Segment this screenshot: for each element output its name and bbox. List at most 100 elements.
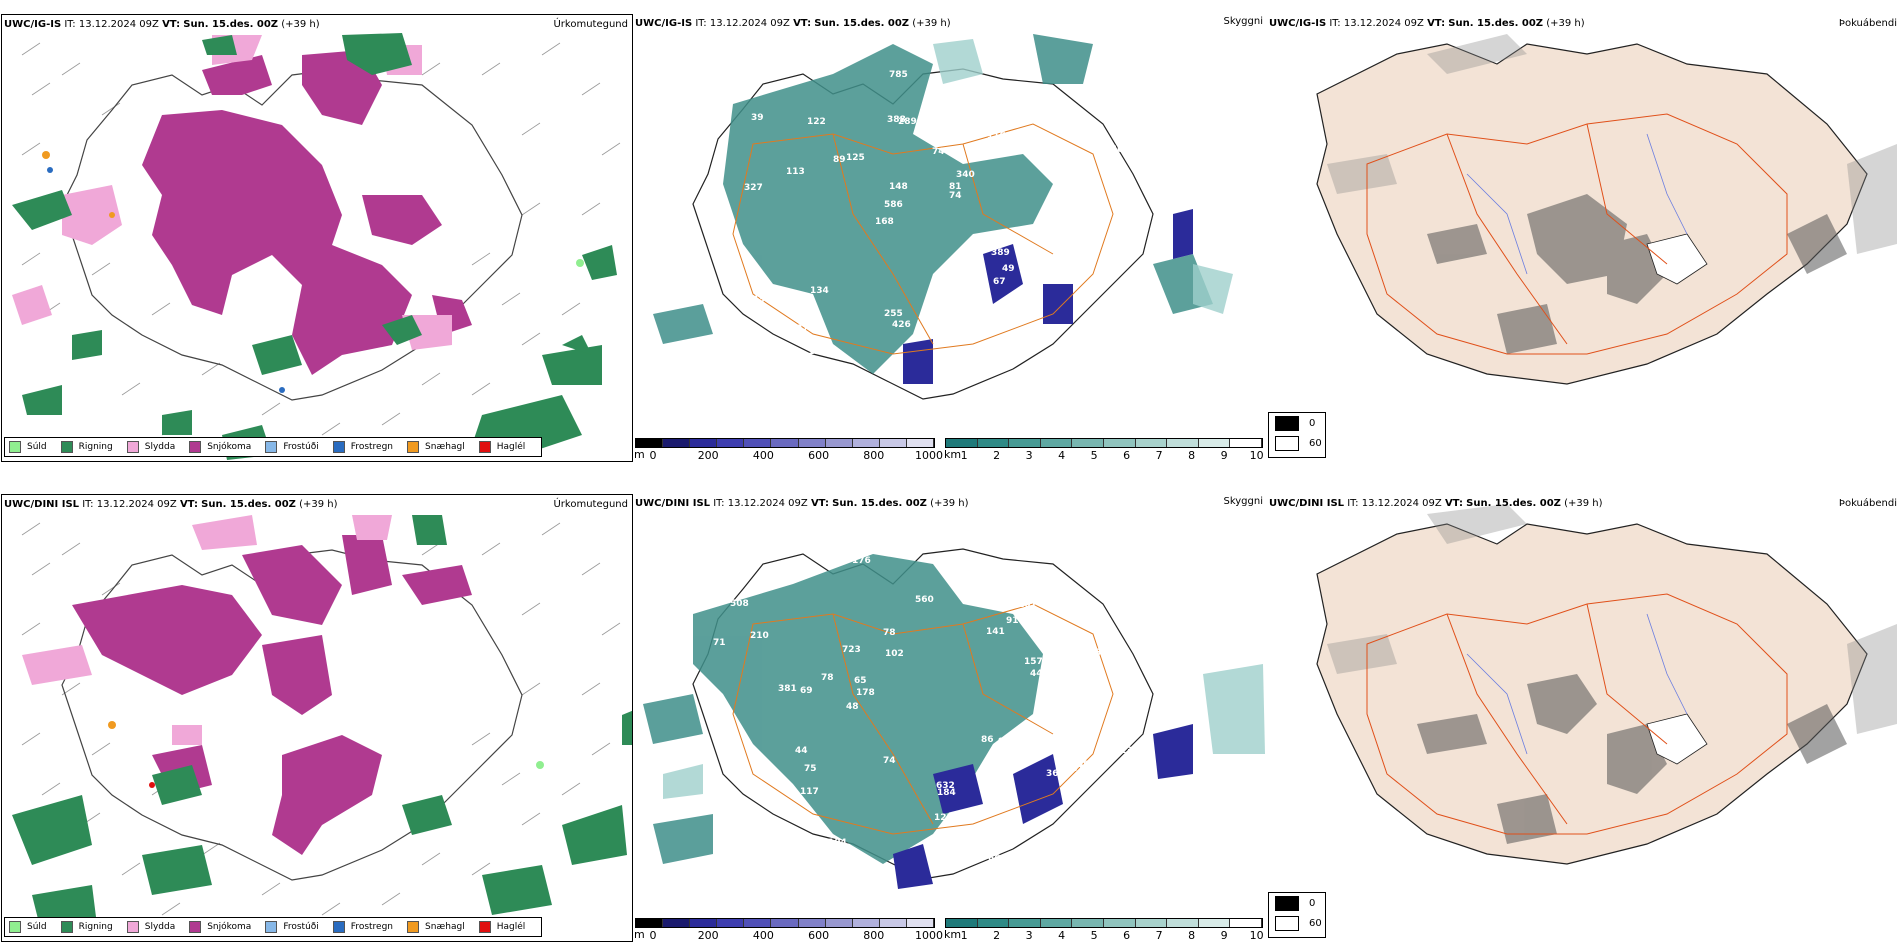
ceiling-label: 39 <box>751 113 764 123</box>
ceiling-label: 365 <box>785 568 804 578</box>
vt-value: Sun. 15.des. 00Z <box>1466 498 1561 509</box>
lead-time: (+39 h) <box>912 18 951 29</box>
ceiling-label: 723 <box>842 645 861 655</box>
ceiling-label: 29 <box>727 368 740 378</box>
ceiling-label: 122 <box>807 117 826 127</box>
colorbar-swatch <box>690 919 718 927</box>
ceiling-label: 66 <box>726 337 739 347</box>
colorbar-tick-label: 7 <box>1155 449 1163 462</box>
colorbar-swatch <box>1072 439 1104 447</box>
colorbar-swatch <box>717 439 745 447</box>
visibility-panel-top: 483 327 965 168 116 170 388 74 461 125 66 271 289 340… <box>633 14 1267 462</box>
it-value: 13.12.2024 09Z <box>96 499 177 510</box>
colorbar-swatch <box>636 439 664 447</box>
panel-title-fog-bottom: Þokuábendi <box>1838 498 1897 509</box>
ceiling-label: 75 <box>804 764 817 774</box>
colorbar-swatch <box>946 439 978 447</box>
ceiling-label: 586 <box>884 200 903 210</box>
vt-value: Sun. 15.des. 00Z <box>832 498 927 509</box>
it-value: 13.12.2024 09Z <box>78 19 159 30</box>
vt-label: VT: <box>162 19 181 30</box>
vt-label: VT: <box>810 498 829 509</box>
it-value: 13.12.2024 09Z <box>1361 498 1442 509</box>
colorbar-swatch <box>1167 439 1199 447</box>
colorbar-tick-label: 1000 <box>915 929 943 942</box>
colorbar-swatch <box>852 919 880 927</box>
legend-item: Súld <box>9 441 47 453</box>
colorbar-tick-label: 5 <box>1090 449 1098 462</box>
colorbar-tick-label: 9 <box>1220 929 1228 942</box>
ceiling-label: 210 <box>750 631 769 641</box>
it-value: 13.12.2024 09Z <box>709 18 790 29</box>
ceiling-label: 44 <box>795 746 808 756</box>
visibility-panel-bottom: 234 885 184 113 632 723 176 101 66 115 93 135 71 157 1… <box>633 494 1267 942</box>
colorbar-tick-label: 1 <box>960 449 968 462</box>
colorbar-swatch <box>798 439 826 447</box>
ceiling-label: 157 <box>1024 657 1043 667</box>
ceiling-label: 381 <box>778 684 797 694</box>
ceiling-label: 560 <box>915 595 934 605</box>
precip-type-map-top <box>12 33 621 460</box>
legend-item: Snjókoma <box>189 441 251 453</box>
colorbar-swatch <box>1103 919 1136 927</box>
visibility-unit: km <box>944 448 962 461</box>
vt-value: Sun. 15.des. 00Z <box>1448 18 1544 29</box>
panel-title-vis-bottom: Skyggni <box>1223 496 1263 507</box>
ceiling-label: 185 <box>1152 173 1171 183</box>
legend-item: Slydda <box>126 441 175 453</box>
colorbar-tick-label: 200 <box>697 449 719 462</box>
ceiling-label: 81 <box>949 182 962 192</box>
ceiling-label: 365 <box>1046 769 1065 779</box>
ceiling-label: 184 <box>937 788 956 798</box>
ceiling-label: 632 <box>936 781 955 791</box>
legend-item: Rigning <box>60 441 113 453</box>
legend-item: Rigning <box>60 921 113 933</box>
ceiling-label: 133 <box>808 347 827 357</box>
wind-barbs <box>21 522 621 916</box>
colorbar-tick-label: 600 <box>808 449 830 462</box>
visibility-colorbar-bottom: 1 2 3 4 5 6 7 8 9 10 km <box>944 918 1264 942</box>
ceiling-label: 340 <box>956 170 975 180</box>
it-label: IT: <box>82 499 94 510</box>
colorbar-swatch <box>977 919 1010 927</box>
colorbar-tick-label: 200 <box>697 929 719 942</box>
ceiling-label: 113 <box>786 167 805 177</box>
colorbar-swatch <box>798 919 826 927</box>
colorbar-swatch <box>1072 919 1104 927</box>
ceiling-label: 74 <box>932 147 945 157</box>
ceiling-label: 134 <box>810 286 829 296</box>
ceiling-label: 680 <box>1134 156 1153 166</box>
colorbar-tick-label: 8 <box>1188 449 1196 462</box>
legend-item: Súld <box>9 921 47 933</box>
ceiling-label: 123 <box>934 813 953 823</box>
fog-panel-bottom: UWC/DINI ISL IT: 13.12.2024 09Z VT: Sun.… <box>1267 494 1899 942</box>
lead-time: (+39 h) <box>1564 498 1603 509</box>
legend-item: Haglél <box>478 921 525 933</box>
colorbar-swatch <box>1040 919 1073 927</box>
ceiling-label: 117 <box>800 787 819 797</box>
ceiling-label: 56 <box>792 307 805 317</box>
colorbar-swatch <box>946 919 978 927</box>
colorbar-tick-label: 800 <box>863 929 885 942</box>
fog-legend-min: 0 <box>1309 417 1316 429</box>
ceiling-label: 66 <box>988 854 1001 864</box>
ceiling-label: 74 <box>949 191 962 201</box>
ceiling-unit: m <box>634 448 645 461</box>
fog-legend-bottom: 0 60 <box>1268 892 1326 938</box>
rain-areas <box>12 33 617 460</box>
colorbar-swatch <box>825 439 853 447</box>
colorbar-swatch <box>1135 439 1168 447</box>
precip-type-map-bottom <box>12 515 632 935</box>
colorbar-swatch <box>1040 439 1073 447</box>
colorbar-swatch <box>1230 439 1262 447</box>
colorbar-tick-label: 5 <box>1090 929 1098 942</box>
ceiling-label: 204 <box>807 548 826 558</box>
ceiling-label: 91 <box>1006 616 1019 626</box>
colorbar-swatch <box>977 439 1010 447</box>
colorbar-tick-label: 1000 <box>915 449 943 462</box>
fog-panel-top: UWC/IG-IS IT: 13.12.2024 09Z VT: Sun. 15… <box>1267 14 1899 462</box>
roads <box>732 123 1114 355</box>
colorbar-swatch <box>744 439 772 447</box>
colorbar-tick-label: 4 <box>1058 929 1066 942</box>
ceiling-label: 483 <box>1104 351 1123 361</box>
